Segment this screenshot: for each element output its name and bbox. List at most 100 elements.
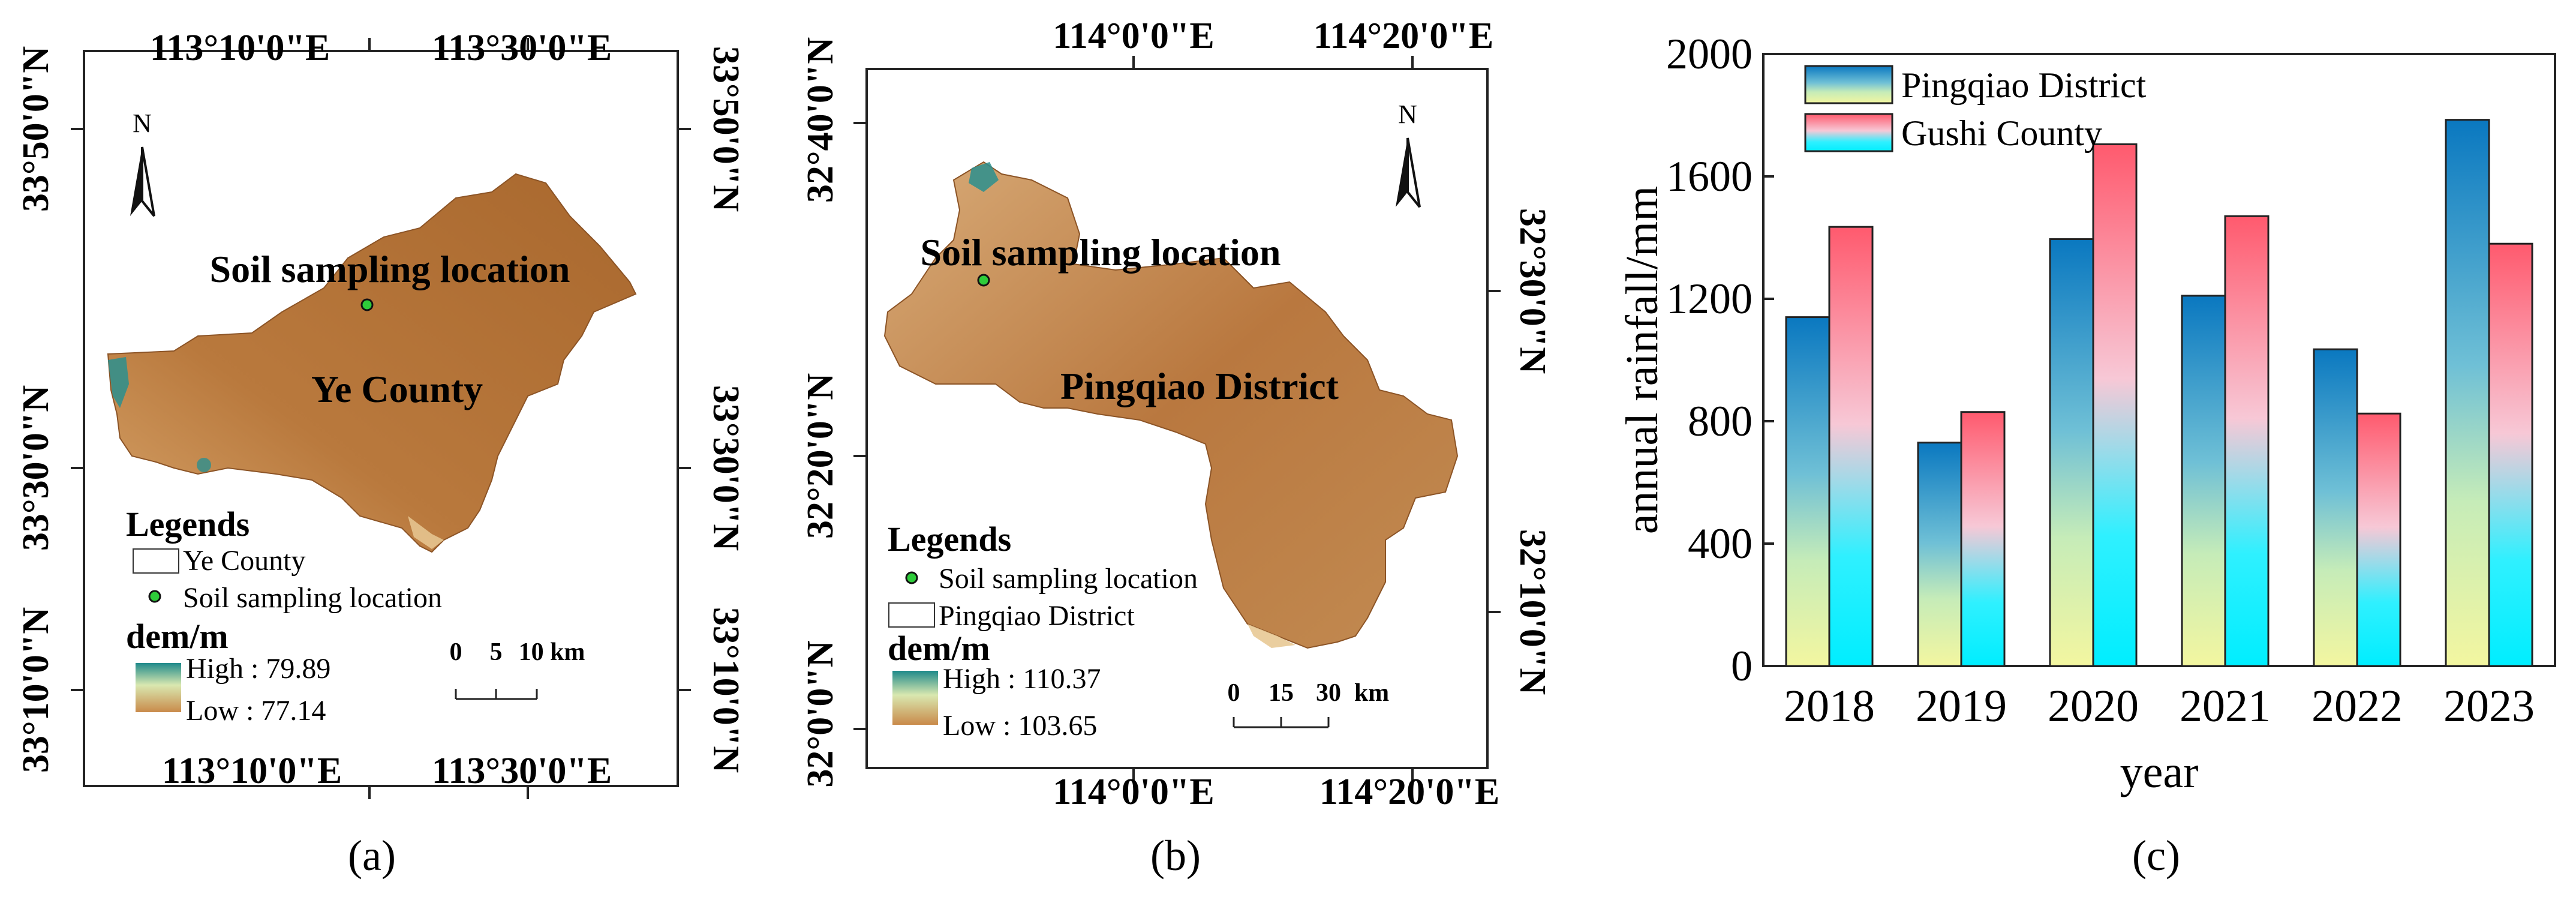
legend-label-pingqiao: Pingqiao District (1901, 65, 2147, 105)
north-arrow-a (130, 146, 155, 217)
y-tick-label: 2000 (1666, 30, 1753, 78)
sampling-site-a (360, 298, 374, 311)
bar-gushi-2021 (2224, 215, 2270, 667)
lon-top-1-b: 114°0'0"E (1053, 16, 1214, 56)
legend-swatch-gushi (1804, 113, 1893, 152)
bar-pingqiao-2018 (1785, 316, 1830, 667)
lon-bottom-2-b: 114°20'0"E (1319, 772, 1499, 812)
bar-gushi-2022 (2356, 412, 2401, 667)
dem-high-a: High : 79.89 (186, 653, 330, 685)
scale-15-b: 15 (1269, 679, 1294, 707)
legend-site-icon-b (905, 571, 918, 584)
panel-c: 0 400 800 1200 1600 2000 2018 2019 2020 2021 2022… (1617, 30, 2556, 880)
caption-b: (b) (1150, 832, 1201, 880)
site-label-b: Soil sampling location (921, 231, 1281, 274)
y-tick-label: 1200 (1666, 275, 1753, 323)
legend-swatch-pingqiao (1804, 65, 1893, 104)
dem-ramp-a (136, 663, 181, 712)
dem-low-a: Low : 77.14 (186, 695, 326, 727)
lat-left-1-b: 32°40'0"N (800, 37, 841, 203)
x-tick-label: 2021 (2180, 681, 2271, 731)
caption-a: (a) (348, 832, 396, 880)
panel-a: 113°10'0"E 113°30'0"E 113°10'0"E 113°30'… (16, 28, 746, 880)
lat-left-3-a: 33°10'0"N (16, 607, 56, 773)
y-axis-label: annual rainfall/mm (1617, 186, 1667, 534)
pingqiao-highland (969, 162, 999, 192)
bar-gushi-2023 (2488, 242, 2533, 667)
y-axis: 0 400 800 1200 1600 2000 (1666, 30, 1774, 690)
north-arrow-b (1396, 137, 1421, 208)
north-label-b: N (1398, 100, 1417, 129)
region-label-b: Pingqiao District (1060, 365, 1339, 407)
bar-pingqiao-2019 (1917, 442, 1962, 667)
site-label-a: Soil sampling location (210, 248, 570, 290)
scale-0-b: 0 (1228, 679, 1240, 707)
scale-10-a: 10 km (519, 638, 585, 666)
chart-plot-area (1762, 53, 2556, 667)
caption-c: (c) (2132, 832, 2180, 880)
legend-site-icon-a (148, 590, 161, 603)
x-axis-label: year (2120, 747, 2199, 797)
ye-county-highland (108, 357, 129, 408)
lon-top-1-a: 113°10'0"E (150, 28, 330, 68)
lon-top-2-b: 114°20'0"E (1313, 16, 1493, 56)
y-tick-label: 0 (1731, 642, 1753, 690)
ye-lowland-patch (197, 458, 211, 472)
region-label-a: Ye County (311, 368, 483, 410)
legend-site-label-a: Soil sampling location (183, 582, 442, 614)
legend-label-gushi: Gushi County (1901, 113, 2102, 153)
x-axis: 2018 2019 2020 2021 2022 2023 (1784, 655, 2535, 731)
lon-bottom-1-a: 113°10'0"E (162, 751, 342, 791)
lat-right-3-a: 33°10'0"N (705, 607, 746, 773)
scale-bar-a (455, 689, 538, 700)
bar-pingqiao-2021 (2181, 295, 2226, 667)
ticks-b (853, 56, 1501, 781)
dem-title-a: dem/m (126, 617, 229, 656)
lat-right-1-a: 33°50'0"N (705, 46, 746, 212)
scale-5-a: 5 (490, 638, 503, 666)
legend-boundary-swatch-a (133, 548, 179, 574)
lat-left-3-b: 32°0'0"N (800, 640, 841, 787)
legend-boundary-label-b: Pingqiao District (939, 600, 1135, 632)
x-tick-label: 2022 (2312, 681, 2403, 731)
bar-pingqiao-2022 (2313, 348, 2358, 667)
legend-title-a: Legends (126, 505, 250, 544)
y-tick-label: 400 (1688, 520, 1753, 568)
pingqiao-terrain (883, 161, 1459, 649)
lat-right-2-a: 33°30'0"N (705, 385, 746, 551)
ye-light-patch (408, 516, 444, 549)
y-tick-label: 800 (1688, 397, 1753, 445)
x-tick-label: 2019 (1916, 681, 2007, 731)
bar-gushi-2020 (2092, 143, 2138, 667)
bar-gushi-2019 (1960, 411, 2006, 667)
dem-high-b: High : 110.37 (943, 663, 1101, 695)
panel-b: 114°0'0"E 114°20'0"E 114°0'0"E 114°20'0"… (800, 16, 1553, 880)
bar-pingqiao-2020 (2049, 238, 2094, 667)
pingqiao-light-patch (1248, 624, 1295, 648)
bar-gushi-2018 (1828, 226, 1874, 667)
x-tick-label: 2020 (2048, 681, 2139, 731)
legend-boundary-swatch-b (888, 602, 935, 628)
legend-title-b: Legends (888, 520, 1011, 559)
lon-top-2-a: 113°30'0"E (432, 28, 612, 68)
dem-low-b: Low : 103.65 (943, 710, 1097, 742)
lon-bottom-2-a: 113°30'0"E (432, 751, 612, 791)
y-tick-label: 1600 (1666, 152, 1753, 200)
lat-left-2-b: 32°20'0"N (800, 373, 841, 539)
x-tick-label: 2018 (1784, 681, 1875, 731)
legend-site-label-b: Soil sampling location (939, 563, 1198, 595)
legend-boundary-label-a: Ye County (183, 545, 306, 577)
bar-series (1785, 119, 2533, 667)
x-tick-label: 2023 (2443, 681, 2535, 731)
lon-bottom-1-b: 114°0'0"E (1053, 772, 1214, 812)
bar-pingqiao-2023 (2445, 119, 2490, 667)
scale-bar-b (1233, 717, 1330, 728)
dem-ramp-b (892, 671, 938, 725)
north-label-a: N (133, 109, 152, 138)
scale-0-a: 0 (450, 638, 462, 666)
scale-unit-b: km (1354, 679, 1389, 707)
lat-right-1-b: 32°30'0"N (1512, 208, 1553, 374)
sampling-site-b (977, 274, 990, 287)
dem-title-b: dem/m (888, 629, 990, 668)
